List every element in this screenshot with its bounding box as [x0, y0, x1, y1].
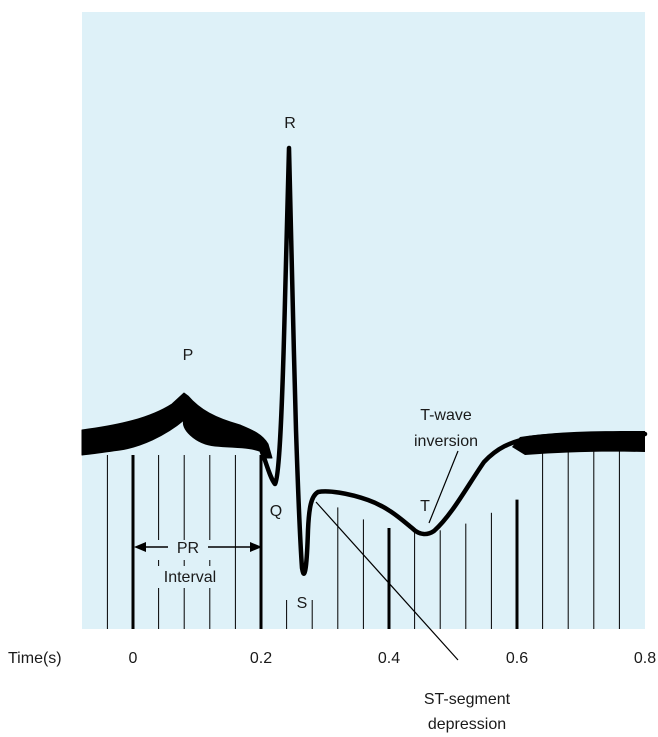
pr-label-backdrop	[158, 540, 222, 560]
time-tick-label: 0.2	[250, 650, 272, 667]
pr-arrow-head-right	[250, 542, 262, 552]
t-wave-note-line2: inversion	[414, 433, 478, 450]
t-wave-label: T	[420, 498, 430, 515]
pr-interval-line2: Interval	[164, 569, 216, 586]
interval-label-backdrop	[150, 566, 230, 588]
st-note-line1: ST-segment	[424, 691, 511, 708]
pr-interval-line1: PR	[177, 540, 199, 557]
ecg-trace-band	[81, 392, 273, 459]
time-tick-label: 0	[129, 650, 138, 667]
st-note-line2: depression	[428, 716, 506, 733]
time-tick-label: 0.6	[506, 650, 528, 667]
ecg-trace-line	[259, 145, 648, 576]
t-wave-pointer-line	[428, 450, 459, 524]
st-pointer-line	[315, 501, 459, 661]
pr-arrow-head-left	[134, 542, 146, 552]
time-tick-label: 0.4	[378, 650, 400, 667]
t-wave-note-line1: T-wave	[420, 407, 472, 424]
ecg-trace-tail-band	[512, 431, 645, 455]
time-axis-ticks: 0 0.2 0.4 0.6 0.8	[129, 650, 657, 667]
r-wave-label: R	[284, 115, 296, 132]
grid-lines	[106, 450, 620, 629]
time-axis-label: Time(s)	[8, 650, 62, 667]
s-wave-label: S	[297, 595, 308, 612]
p-wave-label: P	[183, 347, 194, 364]
time-tick-label: 0.8	[634, 650, 656, 667]
q-wave-label: Q	[270, 503, 282, 520]
